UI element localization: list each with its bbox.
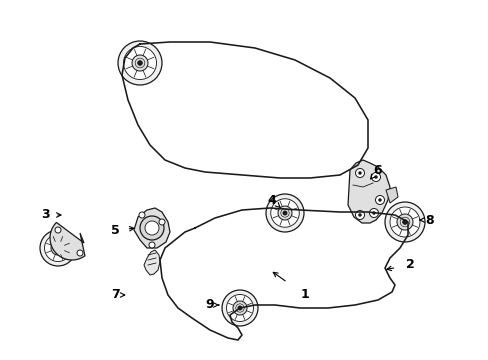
Circle shape	[145, 221, 159, 235]
Circle shape	[137, 60, 142, 66]
Circle shape	[358, 213, 361, 216]
Circle shape	[40, 230, 76, 266]
Text: 4: 4	[267, 194, 276, 207]
Circle shape	[139, 212, 145, 218]
Text: 3: 3	[41, 208, 49, 221]
Circle shape	[51, 241, 65, 255]
Circle shape	[265, 194, 304, 232]
Circle shape	[384, 202, 424, 242]
Text: 6: 6	[373, 163, 382, 176]
Circle shape	[278, 206, 291, 220]
Circle shape	[270, 199, 299, 227]
Circle shape	[371, 172, 380, 181]
Circle shape	[402, 220, 407, 224]
Circle shape	[56, 246, 60, 250]
Text: 5: 5	[110, 224, 119, 237]
Circle shape	[44, 234, 71, 261]
Circle shape	[378, 198, 381, 202]
Circle shape	[396, 214, 412, 230]
Polygon shape	[134, 208, 170, 248]
Circle shape	[358, 171, 361, 175]
Polygon shape	[385, 187, 397, 203]
Circle shape	[374, 175, 377, 179]
Circle shape	[355, 168, 364, 177]
Text: 8: 8	[425, 213, 433, 226]
Circle shape	[372, 211, 375, 215]
Circle shape	[369, 208, 378, 217]
Text: 1: 1	[300, 288, 309, 302]
Circle shape	[118, 41, 162, 85]
Circle shape	[226, 294, 253, 321]
Circle shape	[283, 211, 286, 215]
Circle shape	[140, 216, 163, 240]
Polygon shape	[50, 222, 85, 260]
Circle shape	[238, 306, 242, 310]
Circle shape	[77, 250, 83, 256]
Circle shape	[132, 55, 148, 71]
Circle shape	[55, 227, 61, 233]
Circle shape	[159, 219, 164, 225]
Text: 7: 7	[110, 288, 119, 302]
Circle shape	[232, 301, 246, 315]
Circle shape	[123, 46, 156, 80]
Circle shape	[389, 207, 419, 237]
Circle shape	[222, 290, 258, 326]
Circle shape	[375, 195, 384, 204]
Circle shape	[149, 242, 155, 248]
Circle shape	[355, 211, 364, 220]
Text: 2: 2	[405, 258, 413, 271]
Polygon shape	[143, 250, 160, 275]
Text: 9: 9	[205, 298, 214, 311]
Polygon shape	[347, 160, 389, 223]
